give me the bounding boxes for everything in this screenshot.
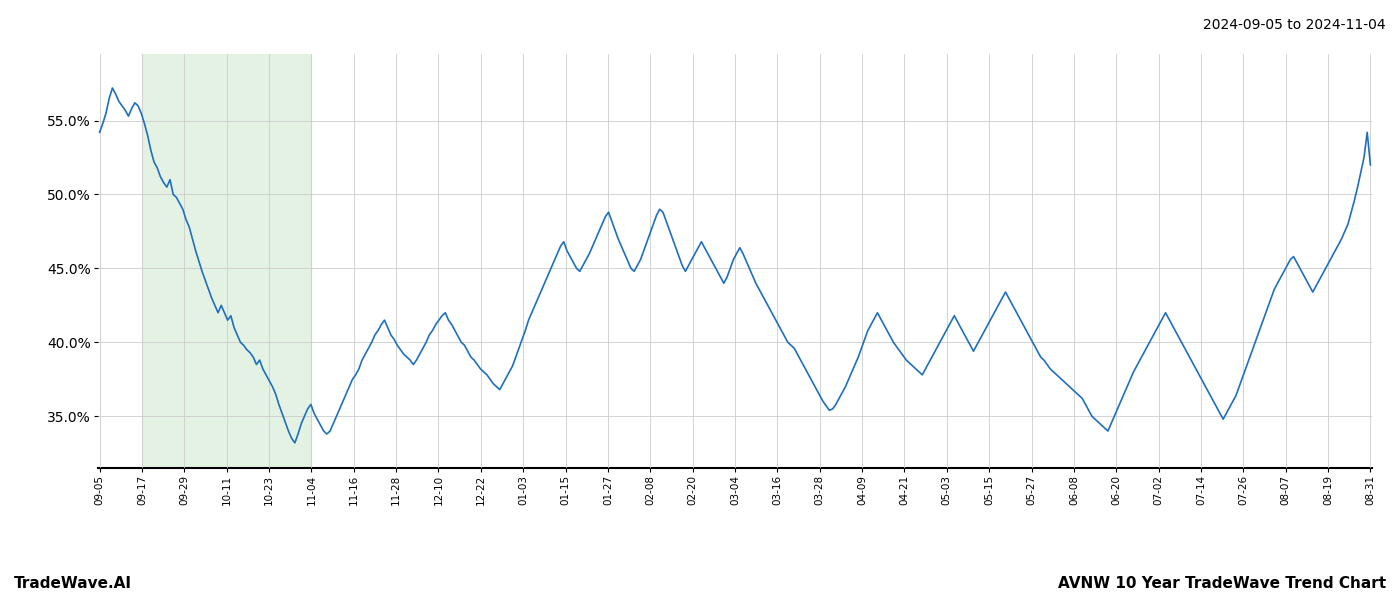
Bar [141,54,311,468]
Text: 2024-09-05 to 2024-11-04: 2024-09-05 to 2024-11-04 [1204,18,1386,32]
Text: TradeWave.AI: TradeWave.AI [14,576,132,591]
Text: AVNW 10 Year TradeWave Trend Chart: AVNW 10 Year TradeWave Trend Chart [1058,576,1386,591]
